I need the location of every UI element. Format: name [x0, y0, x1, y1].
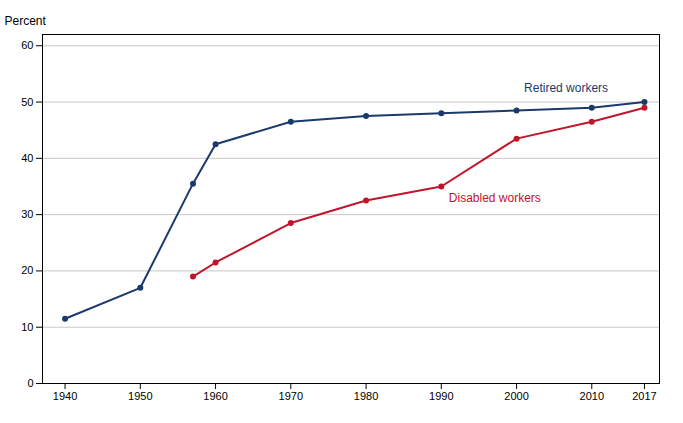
- svg-text:1980: 1980: [354, 390, 378, 402]
- svg-text:Retired workers: Retired workers: [524, 81, 608, 95]
- svg-text:Percent: Percent: [5, 14, 47, 28]
- svg-text:2017: 2017: [632, 390, 656, 402]
- svg-text:2000: 2000: [504, 390, 528, 402]
- svg-text:20: 20: [21, 264, 33, 276]
- svg-text:50: 50: [21, 96, 33, 108]
- svg-text:1950: 1950: [128, 390, 152, 402]
- svg-text:1970: 1970: [279, 390, 303, 402]
- svg-text:40: 40: [21, 152, 33, 164]
- svg-text:Disabled workers: Disabled workers: [449, 191, 541, 205]
- svg-text:10: 10: [21, 321, 33, 333]
- svg-text:1940: 1940: [53, 390, 77, 402]
- svg-text:0: 0: [27, 377, 33, 389]
- svg-text:2010: 2010: [580, 390, 604, 402]
- svg-text:1960: 1960: [203, 390, 227, 402]
- svg-text:60: 60: [21, 39, 33, 51]
- svg-text:1990: 1990: [429, 390, 453, 402]
- svg-text:30: 30: [21, 208, 33, 220]
